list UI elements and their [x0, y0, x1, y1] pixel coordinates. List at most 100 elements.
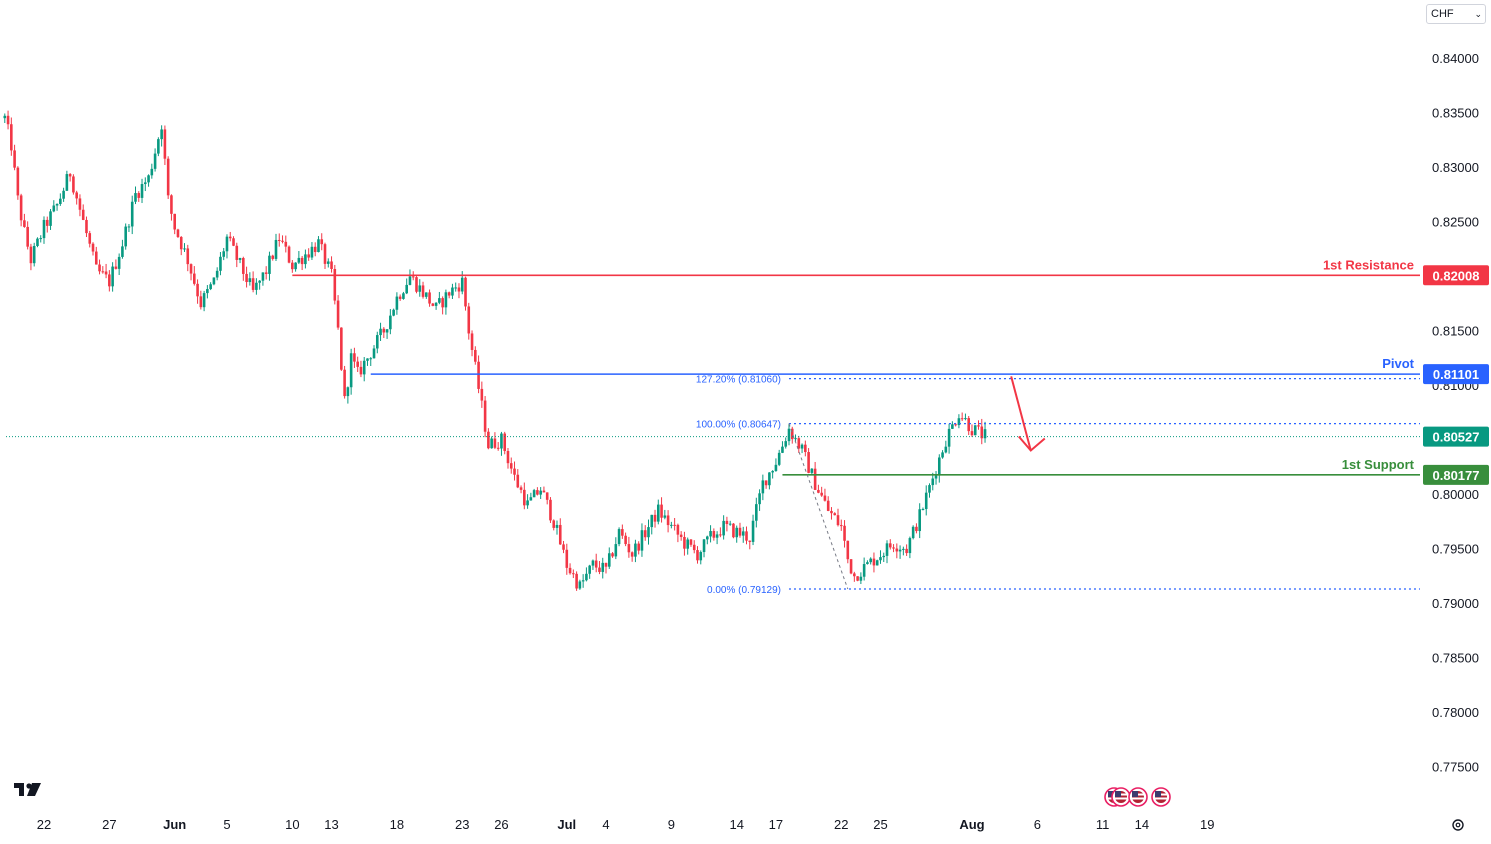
candle	[761, 480, 765, 494]
price-axis[interactable]: 0.840000.835000.830000.825000.815000.810…	[1432, 51, 1479, 774]
candle	[696, 550, 699, 561]
logo-mark-dot	[26, 783, 32, 789]
overlay-layer	[14, 376, 1464, 831]
candle	[75, 192, 78, 199]
candle	[568, 567, 572, 574]
candle	[39, 238, 43, 240]
candle	[980, 426, 984, 439]
candle	[768, 472, 771, 486]
candle	[679, 534, 683, 537]
candle	[428, 292, 431, 304]
candle	[26, 226, 29, 247]
candle	[483, 400, 487, 432]
candle	[487, 431, 490, 449]
candle	[937, 457, 941, 476]
candle	[470, 333, 474, 350]
levels-layer: 1st Resistance Pivot 1st Support	[6, 257, 1420, 476]
candle	[725, 520, 729, 525]
candle	[173, 213, 176, 230]
candle	[905, 548, 908, 554]
candle	[441, 298, 444, 308]
candle	[52, 205, 56, 212]
candle	[349, 353, 353, 388]
candle	[121, 246, 124, 257]
currency-select-value: CHF	[1431, 8, 1454, 20]
candle	[562, 544, 565, 550]
candle	[222, 251, 226, 257]
candle	[143, 182, 147, 185]
y-tick-label: 0.83000	[1432, 160, 1479, 175]
candle	[59, 198, 62, 204]
candle	[140, 184, 144, 198]
candle	[869, 558, 872, 563]
candle	[813, 468, 817, 490]
candle	[892, 547, 895, 549]
candle	[964, 418, 967, 420]
candle	[130, 201, 134, 227]
candle	[624, 535, 627, 545]
candles-layer	[3, 110, 987, 591]
candle	[359, 366, 363, 375]
candle	[454, 287, 458, 289]
flag-canton	[1132, 791, 1138, 797]
candle	[519, 487, 523, 490]
flag-canton	[1115, 791, 1121, 797]
x-tick-label: 26	[494, 817, 508, 832]
candle	[480, 388, 484, 401]
us-flag-icon[interactable]	[1128, 787, 1148, 807]
candle	[630, 552, 634, 557]
candle	[245, 273, 248, 283]
candle	[176, 229, 180, 237]
candle	[830, 510, 833, 514]
candle	[944, 446, 948, 453]
us-flag-icon[interactable]	[1151, 787, 1171, 807]
flag-canton	[1155, 791, 1161, 797]
candle	[170, 195, 173, 214]
candle	[333, 268, 337, 301]
candle	[219, 256, 222, 271]
candle	[418, 285, 422, 292]
candle	[575, 573, 578, 589]
x-tick-label: 4	[602, 817, 609, 832]
candle	[434, 302, 438, 306]
tradingview-logo-icon[interactable]	[14, 783, 41, 796]
y-tick-label: 0.78500	[1432, 651, 1479, 666]
candle	[581, 580, 585, 582]
us-flag-icon[interactable]	[1111, 787, 1131, 807]
candle	[970, 431, 974, 436]
support-price-value: 0.80177	[1433, 468, 1480, 483]
candle	[846, 540, 850, 560]
candle	[421, 285, 425, 297]
candle	[637, 543, 640, 551]
candle	[898, 549, 902, 552]
projection-arrow-icon	[1010, 376, 1046, 452]
candle	[918, 509, 921, 532]
candle	[826, 500, 830, 511]
currency-select[interactable]: CHF ⌄	[1426, 4, 1486, 24]
candle	[977, 425, 980, 427]
logo-mark-right	[27, 783, 41, 796]
candle	[810, 468, 814, 473]
gear-icon[interactable]	[1452, 819, 1464, 831]
x-tick-label: 13	[324, 817, 338, 832]
y-tick-label: 0.81500	[1432, 324, 1479, 339]
candle	[19, 195, 23, 221]
candle	[738, 527, 742, 536]
candle	[787, 428, 791, 442]
candle	[91, 243, 95, 252]
candle	[875, 560, 879, 566]
candle	[326, 261, 330, 264]
time-axis[interactable]: 22 27 Jun 5 10 13 18 23 26 Jul 4 9 14 17 22 25 Aug 6 11 14 1…	[37, 817, 1215, 832]
candle	[42, 219, 46, 239]
economic-events[interactable]	[1104, 787, 1171, 807]
x-tick-label: 19	[1200, 817, 1214, 832]
candle	[424, 292, 428, 297]
y-tick-label: 0.80000	[1432, 487, 1479, 502]
candle	[509, 463, 513, 469]
candle	[611, 553, 614, 557]
candle	[558, 524, 562, 545]
candle	[242, 258, 245, 274]
candle	[438, 298, 441, 303]
candle	[382, 328, 386, 333]
